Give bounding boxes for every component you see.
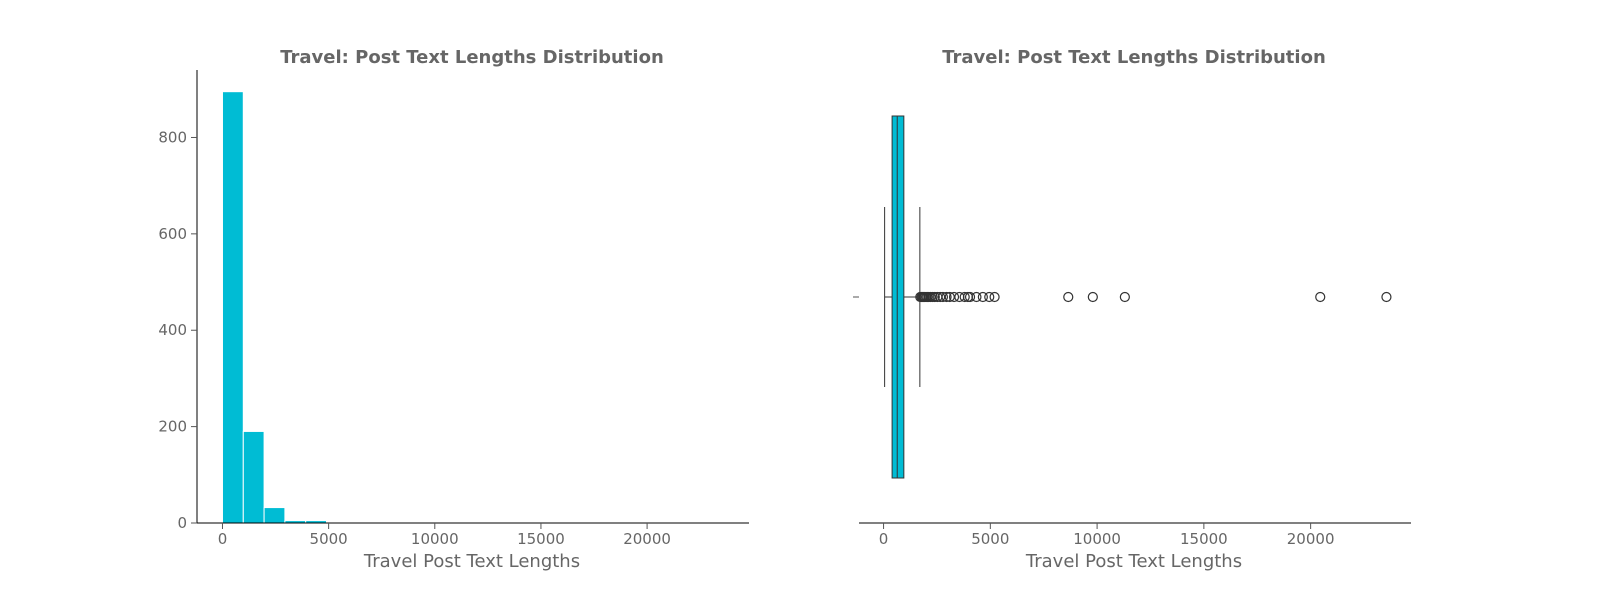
boxplot-outlier	[977, 291, 988, 303]
boxplot-x-tick-label: 5000	[971, 530, 1009, 548]
boxplot-x-axis-label: Travel Post Text Lengths	[1025, 551, 1242, 572]
histogram-x-tick-label: 5000	[310, 530, 348, 548]
boxplot-outlier	[954, 291, 965, 303]
histogram-x-tick-label: 15000	[517, 530, 565, 548]
histogram-x-tick-label: 0	[218, 530, 228, 548]
boxplot-x-ticks: 0 5000 10000 15000 20000	[879, 523, 1335, 548]
boxplot-outlier	[1063, 291, 1074, 303]
histogram-bar	[221, 91, 244, 524]
histogram-y-tick-label: 0	[177, 514, 187, 532]
boxplot-box	[891, 115, 905, 479]
boxplot-outlier	[959, 291, 970, 303]
boxplot-outlier	[964, 291, 976, 303]
histogram-x-tick-label: 10000	[411, 530, 459, 548]
boxplot-outlier	[929, 291, 940, 303]
boxplot-outlier	[984, 291, 995, 303]
histogram-title: Travel: Post Text Lengths Distribution	[280, 47, 664, 68]
histogram-y-tick-label: 400	[158, 321, 187, 339]
boxplot-outlier	[989, 291, 1000, 303]
boxplot-chart: Travel: Post Text Lengths Distribution 0…	[853, 47, 1411, 572]
histogram-y-tick-label: 600	[158, 225, 187, 243]
boxplot-outlier	[971, 291, 982, 303]
boxplot-outlier	[941, 291, 952, 303]
histogram-bar	[263, 507, 286, 524]
boxplot-outlier	[944, 291, 955, 303]
histogram-y-tick-label: 800	[158, 128, 187, 146]
boxplot-outlier	[1315, 291, 1326, 303]
boxplot-x-tick-label: 20000	[1287, 530, 1335, 548]
boxplot-outliers	[915, 291, 1392, 303]
boxplot-x-tick-label: 0	[879, 530, 889, 548]
histogram-y-tick-label: 200	[158, 418, 187, 436]
boxplot-x-tick-label: 15000	[1180, 530, 1228, 548]
histogram-chart: Travel: Post Text Lengths Distribution 0…	[158, 47, 749, 572]
boxplot-outlier	[1119, 291, 1130, 303]
boxplot-outlier	[937, 291, 949, 303]
boxplot-x-tick-label: 10000	[1073, 530, 1121, 548]
boxplot-title: Travel: Post Text Lengths Distribution	[942, 47, 1326, 68]
boxplot-outlier	[1087, 291, 1098, 303]
histogram-x-tick-label: 20000	[623, 530, 671, 548]
histogram-bars	[221, 91, 723, 524]
histogram-y-ticks: 0 200 400 600 800	[158, 128, 197, 532]
boxplot-outlier	[1381, 291, 1392, 303]
boxplot-elements	[884, 115, 921, 479]
histogram-bar	[242, 430, 265, 524]
boxplot-outlier	[948, 291, 960, 303]
histogram-x-ticks: 0 5000 10000 15000 20000	[218, 523, 671, 548]
histogram-x-axis-label: Travel Post Text Lengths	[363, 551, 580, 572]
boxplot-outlier	[935, 291, 946, 303]
